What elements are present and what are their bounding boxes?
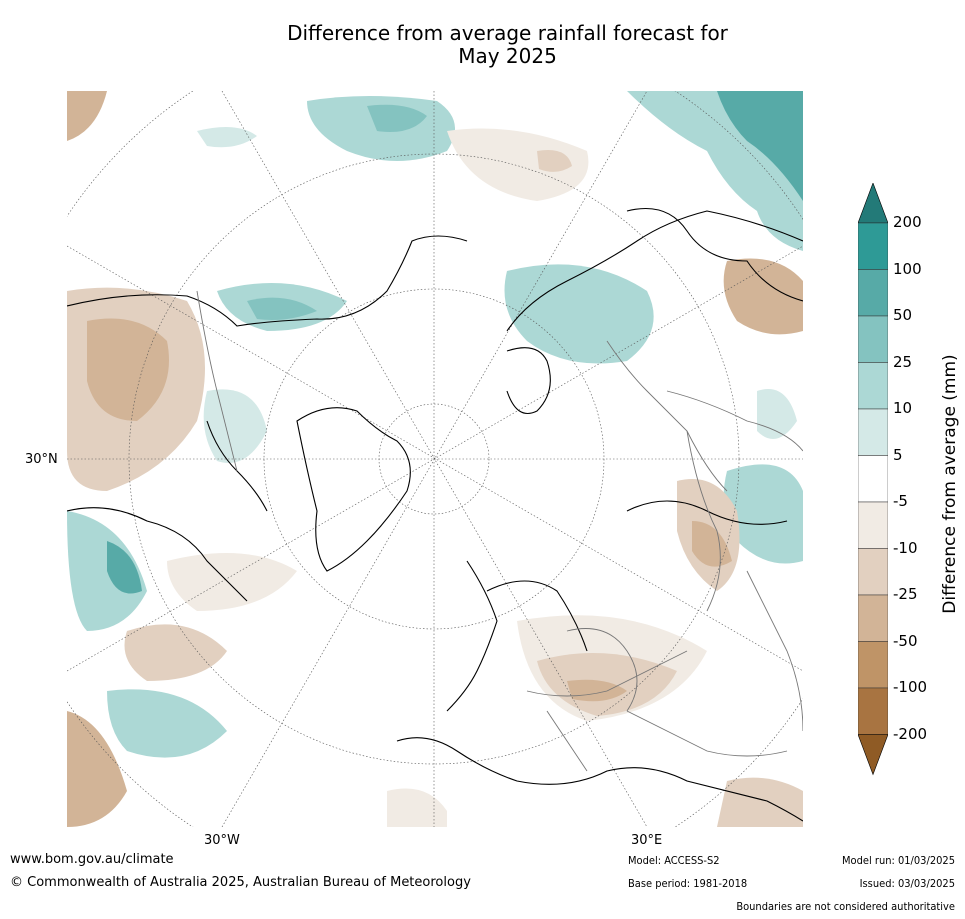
colorbar-tick-label: 5 [893, 445, 903, 464]
colorbar-title-text: Difference from average (mm) [940, 354, 960, 614]
colorbar-tick-label: -100 [893, 678, 928, 696]
colorbar-band [857, 222, 889, 270]
colorbar-band [857, 269, 889, 317]
colorbar-band [857, 315, 889, 363]
map-canvas [67, 91, 803, 827]
lon-label-30e: 30°E [631, 833, 663, 848]
footer-website[interactable]: www.bom.gov.au/climate [10, 852, 174, 867]
colorbar-band [857, 641, 889, 689]
colorbar-tick-label: 50 [893, 306, 913, 324]
lat-label-30n: 30°N [25, 452, 58, 467]
colorbar-tick-label: 10 [893, 399, 913, 417]
anomaly-field [67, 91, 803, 827]
country-borders [196, 290, 803, 772]
footer-model-run: Model run: 01/03/2025 [842, 854, 955, 867]
title-line-2: May 2025 [458, 44, 557, 68]
footer-model: Model: ACCESS-S2 [628, 854, 720, 867]
footer-base-period: Base period: 1981-2018 [628, 877, 748, 890]
colorbar-band [857, 408, 889, 456]
colorbar-tick-label: -5 [893, 492, 908, 510]
coastlines [67, 207, 803, 822]
colorbar-tick-label: 200 [893, 213, 922, 231]
map-title: Difference from average rainfall forecas… [230, 22, 785, 68]
colorbar-band [857, 548, 889, 596]
footer-issued: Issued: 03/03/2025 [859, 877, 955, 890]
colorbar-band [857, 501, 889, 549]
colorbar-tick-label: -10 [893, 538, 918, 557]
colorbar [857, 182, 889, 781]
forecast-map[interactable] [67, 91, 803, 827]
graticule [67, 91, 803, 827]
title-line-1: Difference from average rainfall forecas… [287, 21, 728, 45]
colorbar-tick-label: 100 [893, 259, 922, 278]
colorbar-graphic [857, 182, 889, 776]
colorbar-band [857, 687, 889, 735]
colorbar-extend-over [857, 182, 889, 224]
colorbar-extend-under [857, 734, 889, 776]
colorbar-tick-label: -200 [893, 724, 928, 743]
lon-label-30w: 30°W [204, 833, 240, 848]
colorbar-band [857, 594, 889, 642]
colorbar-tick-label: -50 [893, 631, 918, 650]
colorbar-tick-label: 25 [893, 352, 913, 371]
footer-copyright: © Commonwealth of Australia 2025, Austra… [10, 875, 471, 890]
colorbar-tick-label: -25 [893, 585, 918, 603]
footer-disclaimer: Boundaries are not considered authoritat… [736, 900, 955, 913]
colorbar-band [857, 455, 889, 503]
colorbar-band [857, 362, 889, 410]
